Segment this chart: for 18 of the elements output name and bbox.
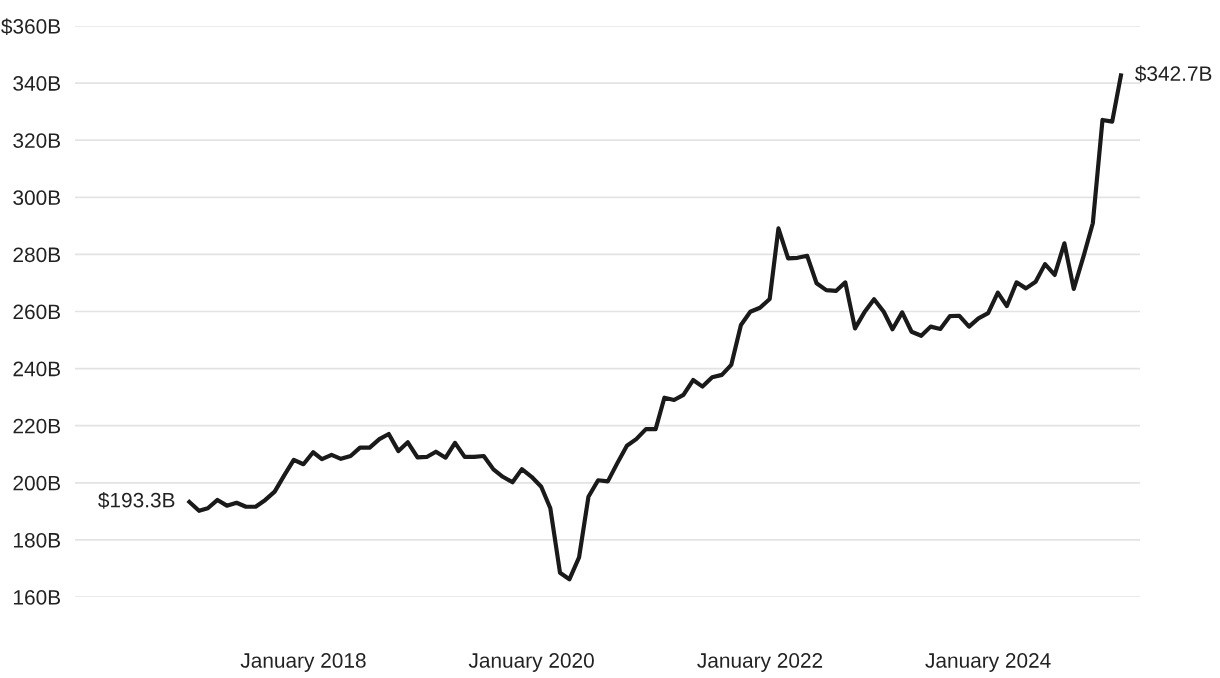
annotation: $342.7B [1135, 65, 1212, 83]
y-tick-label: 260B [13, 304, 61, 320]
y-tick-label: 160B [14, 590, 61, 605]
x-tick-label: January 2024 [925, 653, 1051, 672]
y-tick-label: 220B [13, 418, 61, 434]
y-tick-label: 320B [13, 133, 61, 148]
annotation: $193.3B [98, 491, 175, 509]
y-tick-label: $360B [1, 18, 61, 35]
y-tick-label: 180B [14, 532, 61, 548]
y-tick-label: 200B [13, 475, 61, 491]
x-tick-label: January 2018 [240, 653, 366, 672]
x-tick-label: January 2022 [697, 653, 823, 672]
y-tick-label: 340B [13, 76, 61, 91]
y-tick-label: 240B [13, 361, 61, 377]
line-series [187, 73, 1124, 582]
y-tick-label: 280B [13, 247, 61, 263]
x-tick-label: January 2020 [468, 653, 594, 672]
y-tick-label: 300B [13, 190, 61, 206]
